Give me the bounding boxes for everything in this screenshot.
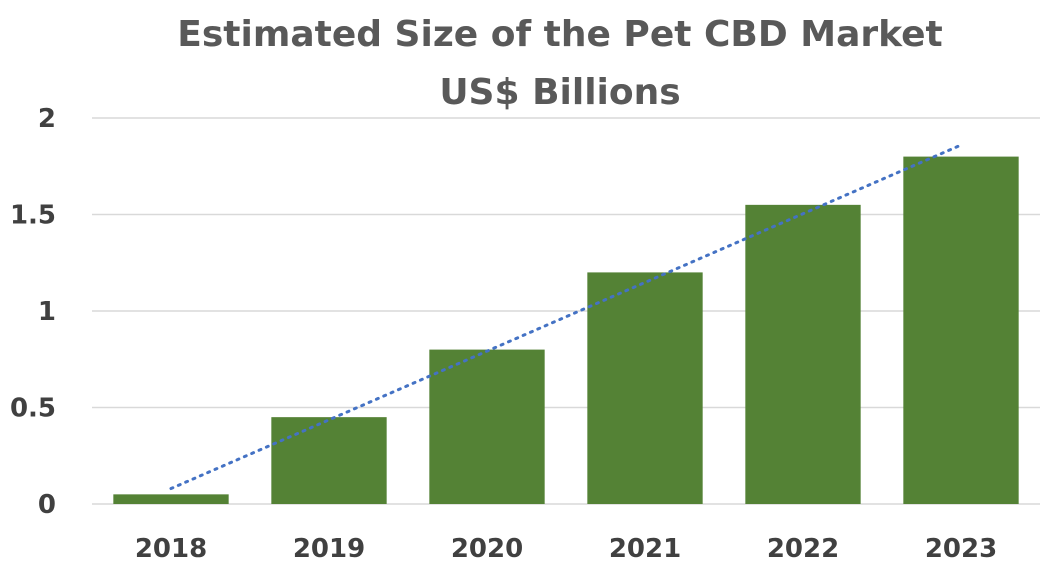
trendline-group [169, 143, 963, 491]
bar-2023 [903, 156, 1019, 504]
y-axis-ticks: 0 0.5 1 1.5 2 [10, 104, 56, 520]
chart-title: Estimated Size of the Pet CBD Market [177, 14, 942, 55]
x-tick-label: 2022 [767, 534, 839, 564]
x-tick-label: 2020 [451, 534, 523, 564]
y-tick-label: 0 [38, 490, 56, 520]
x-tick-label: 2023 [925, 534, 997, 564]
trendline [169, 143, 963, 491]
x-tick-label: 2021 [609, 534, 681, 564]
y-tick-label: 0.5 [10, 394, 56, 424]
x-tick-label: 2019 [293, 534, 365, 564]
x-tick-label: 2018 [135, 534, 207, 564]
y-tick-label: 2 [38, 104, 56, 134]
bars [113, 156, 1019, 504]
gridlines [92, 117, 1040, 505]
bar-2022 [745, 204, 861, 504]
y-tick-label: 1.5 [10, 201, 56, 231]
bar-2019 [271, 417, 387, 504]
chart-subtitle: US$ Billions [439, 72, 680, 113]
bar-2018 [113, 494, 229, 504]
bar-2021 [587, 272, 703, 504]
bar-2020 [429, 349, 545, 504]
x-axis-ticks: 2018 2019 2020 2021 2022 2023 [135, 534, 997, 564]
y-tick-label: 1 [38, 297, 56, 327]
